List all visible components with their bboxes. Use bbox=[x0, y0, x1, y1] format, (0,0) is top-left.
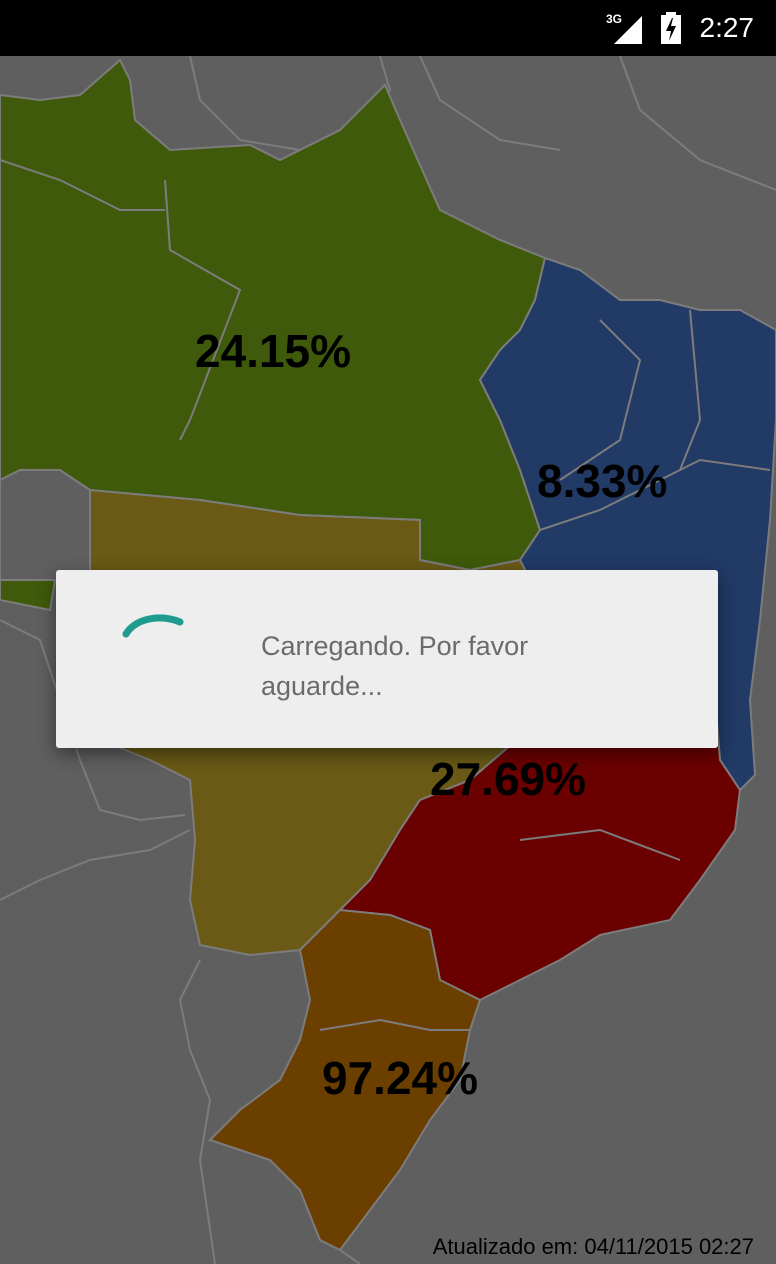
network-type-label: 3G bbox=[606, 12, 623, 26]
loading-spinner-icon bbox=[118, 608, 188, 653]
clock: 2:27 bbox=[699, 12, 755, 43]
region-label-nordeste: 8.33% bbox=[537, 455, 668, 507]
status-bar: 3G 2:27 bbox=[0, 0, 776, 56]
region-label-sul: 97.24% bbox=[322, 1052, 479, 1104]
region-label-sudeste: 27.69% bbox=[430, 753, 587, 805]
region-label-norte: 24.15% bbox=[195, 325, 352, 377]
loading-message: Carregando. Por favor aguarde... bbox=[261, 631, 529, 701]
network-indicator: 3G bbox=[606, 12, 642, 49]
signal-icon bbox=[614, 16, 642, 44]
battery-icon bbox=[660, 12, 682, 49]
region-sul bbox=[208, 908, 482, 1252]
loading-dialog: Carregando. Por favor aguarde... bbox=[56, 570, 718, 748]
updated-timestamp: Atualizado em: 04/11/2015 02:27 bbox=[432, 1234, 754, 1259]
